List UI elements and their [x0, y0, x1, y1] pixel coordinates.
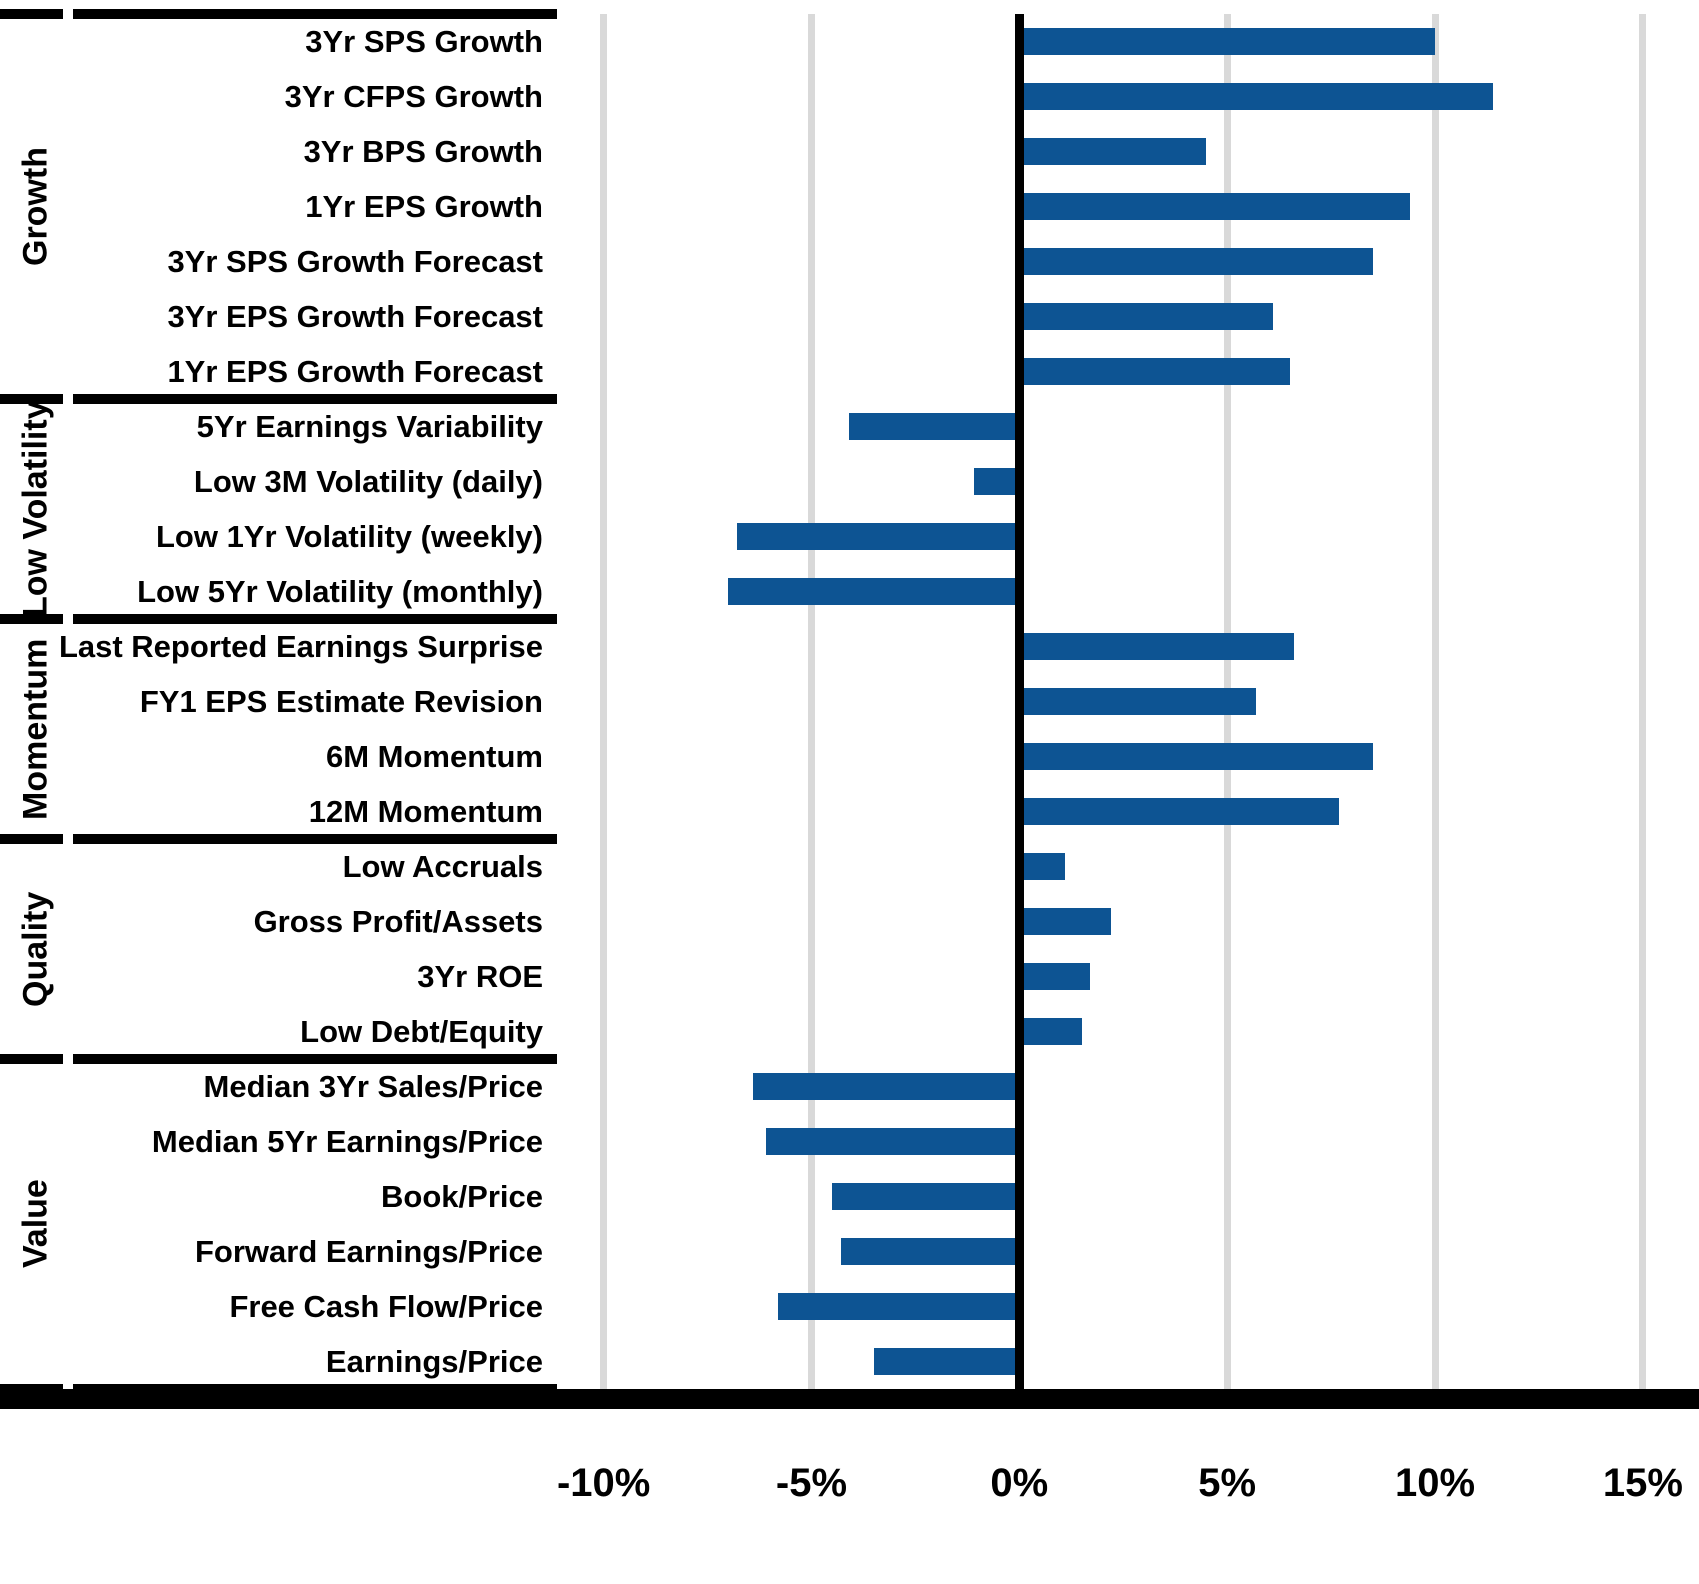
bar-book-price: [832, 1183, 1020, 1210]
gridline--5: [807, 14, 815, 1389]
row-label-low-accruals: Low Accruals: [342, 849, 543, 884]
bar-1yr-eps-growth-forecast: [1019, 358, 1290, 385]
row-label-median-5yr-earnings-price: Median 5Yr Earnings/Price: [151, 1124, 543, 1159]
bar-5yr-earnings-variability: [848, 413, 1020, 440]
row-label-3yr-sps-growth-forecast: 3Yr SPS Growth Forecast: [167, 244, 543, 279]
row-label-last-reported-earnings-surprise: Last Reported Earnings Surprise: [58, 629, 543, 664]
group-label-quality: Quality: [16, 891, 55, 1007]
group-label-low-volatility: Low Volatility: [16, 400, 55, 618]
gridline--10: [600, 14, 608, 1389]
gridline-10: [1431, 14, 1439, 1389]
x-tick-10: 10%: [1395, 1461, 1476, 1505]
group-separator-segment: [0, 394, 63, 404]
group-label-value: Value: [16, 1179, 55, 1269]
bar-12m-momentum: [1019, 798, 1340, 825]
row-label-low-5yr-volatility-monthly: Low 5Yr Volatility (monthly): [137, 574, 543, 609]
bar-low-3m-volatility-daily: [973, 468, 1020, 495]
x-axis-line: [0, 1389, 1699, 1409]
row-label-1yr-eps-growth-forecast: 1Yr EPS Growth Forecast: [167, 354, 543, 389]
group-separator-segment: [73, 394, 557, 404]
bar-low-debt-equity: [1019, 1018, 1082, 1045]
x-tick--10: -10%: [556, 1461, 651, 1505]
row-label-gross-profit-assets: Gross Profit/Assets: [253, 904, 543, 939]
row-label-6m-momentum: 6M Momentum: [326, 739, 543, 774]
row-label-median-3yr-sales-price: Median 3Yr Sales/Price: [203, 1069, 543, 1104]
bar-median-3yr-sales-price: [753, 1073, 1020, 1100]
group-label-momentum: Momentum: [16, 638, 55, 820]
gridline-15: [1639, 14, 1647, 1389]
bar-last-reported-earnings-surprise: [1019, 633, 1294, 660]
group-separator-segment: [0, 614, 63, 624]
group-separator-segment: [73, 834, 557, 844]
group-separator-segment: [73, 614, 557, 624]
group-separator-segment: [0, 1054, 63, 1064]
row-label-forward-earnings-price: Forward Earnings/Price: [195, 1234, 543, 1269]
group-separator-segment: [73, 9, 557, 19]
bar-6m-momentum: [1019, 743, 1373, 770]
row-label-3yr-sps-growth: 3Yr SPS Growth: [305, 24, 543, 59]
row-label-3yr-eps-growth-forecast: 3Yr EPS Growth Forecast: [167, 299, 543, 334]
bar-3yr-sps-growth: [1019, 28, 1436, 55]
bar-low-1yr-volatility-weekly: [736, 523, 1020, 550]
row-label-free-cash-flow-price: Free Cash Flow/Price: [229, 1289, 543, 1324]
row-label-12m-momentum: 12M Momentum: [308, 794, 543, 829]
bar-median-5yr-earnings-price: [765, 1128, 1020, 1155]
row-label-low-3m-volatility-daily: Low 3M Volatility (daily): [193, 464, 543, 499]
x-tick-15: 15%: [1602, 1461, 1683, 1505]
row-label-fy1-eps-estimate-revision: FY1 EPS Estimate Revision: [139, 684, 543, 719]
bar-3yr-eps-growth-forecast: [1019, 303, 1273, 330]
group-label-growth: Growth: [16, 147, 55, 266]
bar-3yr-sps-growth-forecast: [1019, 248, 1373, 275]
group-separator-segment: [0, 834, 63, 844]
x-tick-5: 5%: [1198, 1461, 1257, 1505]
row-label-low-1yr-volatility-weekly: Low 1Yr Volatility (weekly): [155, 519, 543, 554]
row-label-3yr-bps-growth: 3Yr BPS Growth: [303, 134, 543, 169]
bar-fy1-eps-estimate-revision: [1019, 688, 1257, 715]
x-tick-0: 0%: [990, 1461, 1049, 1505]
row-label-1yr-eps-growth: 1Yr EPS Growth: [305, 189, 543, 224]
bar-low-5yr-volatility-monthly: [728, 578, 1020, 605]
row-label-low-debt-equity: Low Debt/Equity: [300, 1014, 543, 1049]
bar-free-cash-flow-price: [778, 1293, 1020, 1320]
bar-forward-earnings-price: [840, 1238, 1020, 1265]
bar-3yr-cfps-growth: [1019, 83, 1494, 110]
zero-axis-line: [1014, 14, 1024, 1389]
group-separator-segment: [73, 1054, 557, 1064]
row-label-earnings-price: Earnings/Price: [325, 1344, 543, 1379]
bar-3yr-bps-growth: [1019, 138, 1207, 165]
x-tick--5: -5%: [775, 1461, 848, 1505]
bar-gross-profit-assets: [1019, 908, 1111, 935]
row-label-5yr-earnings-variability: 5Yr Earnings Variability: [196, 409, 543, 444]
row-label-book-price: Book/Price: [381, 1179, 543, 1214]
row-label-3yr-roe: 3Yr ROE: [417, 959, 543, 994]
bar-1yr-eps-growth: [1019, 193, 1411, 220]
row-label-3yr-cfps-growth: 3Yr CFPS Growth: [284, 79, 543, 114]
bar-low-accruals: [1019, 853, 1066, 880]
bar-earnings-price: [873, 1348, 1020, 1375]
bar-3yr-roe: [1019, 963, 1090, 990]
group-separator-segment: [0, 9, 63, 19]
